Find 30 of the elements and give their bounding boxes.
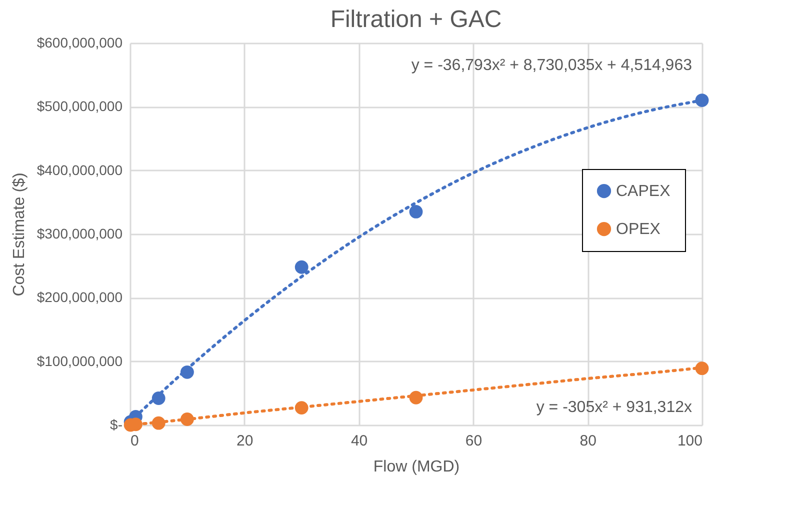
x-axis-title: Flow (MGD) — [373, 458, 460, 476]
y-tick-label: $- — [110, 416, 123, 432]
y-tick-label: $100,000,000 — [36, 352, 123, 369]
x-tick-label: 40 — [350, 432, 368, 450]
point — [180, 365, 194, 379]
point — [695, 94, 709, 107]
y-axis-title: Cost Estimate ($) — [10, 172, 28, 296]
point — [294, 401, 308, 415]
annotation: y = -305x² + 931,312x — [536, 399, 692, 416]
legend-label: CAPEX — [616, 183, 671, 200]
point — [152, 392, 166, 405]
point — [409, 205, 423, 218]
y-tick-label: $600,000,000 — [36, 34, 123, 50]
y-tick-label: $500,000,000 — [36, 98, 123, 114]
y-tick-label: $300,000,000 — [36, 226, 123, 242]
point — [695, 362, 709, 376]
x-tick-label: 80 — [580, 432, 596, 450]
chart-title: Filtration + GAC — [330, 6, 502, 33]
y-tick-label: $400,000,000 — [36, 162, 123, 178]
point — [180, 412, 194, 426]
point — [294, 260, 308, 274]
x-tick-label: 60 — [465, 432, 482, 450]
legend-label: OPEX — [616, 221, 661, 238]
y-tick-label: $200,000,000 — [36, 289, 123, 306]
x-tick-label: 100 — [677, 432, 702, 450]
point — [409, 390, 423, 404]
point — [152, 416, 166, 430]
x-tick-label: 0 — [130, 432, 139, 450]
annotation: y = -36,793x² + 8,730,035x + 4,514,963 — [411, 57, 692, 74]
x-tick-label: 20 — [236, 432, 254, 450]
